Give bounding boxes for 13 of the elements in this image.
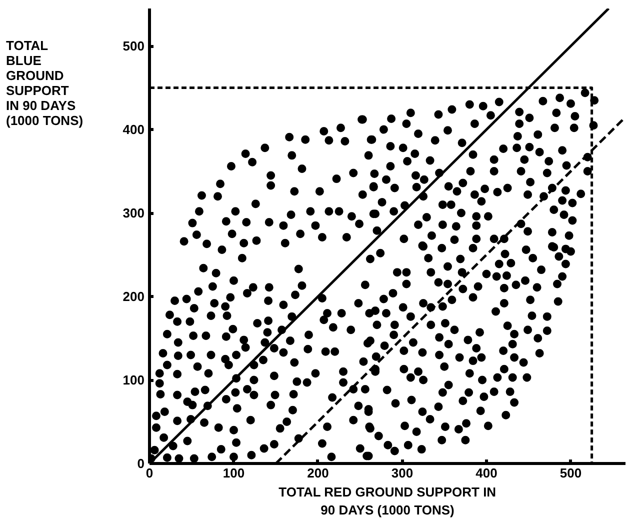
y-tick-label: 300 (122, 206, 145, 221)
x-axis-title: TOTAL RED GROUND SUPPORT IN 90 DAYS (1000 TONS) (278, 484, 496, 518)
x-tick-label: 400 (476, 466, 498, 480)
y-axis-title: TOTAL BLUE GROUND SUPPORT IN 90 DAYS (1000 TONS) (6, 38, 84, 128)
y-tick-label: 200 (122, 289, 145, 304)
y-tick-label: 0 (137, 456, 145, 471)
y-tick-label: 400 (122, 122, 145, 138)
x-tick-label: 500 (560, 466, 582, 480)
y-tick-label: 500 (122, 38, 145, 54)
x-tick-label: 200 (307, 466, 329, 480)
y-tick-label: 100 (122, 372, 145, 388)
x-tick-label: 300 (391, 466, 414, 480)
x-tick-label: 100 (222, 466, 245, 480)
